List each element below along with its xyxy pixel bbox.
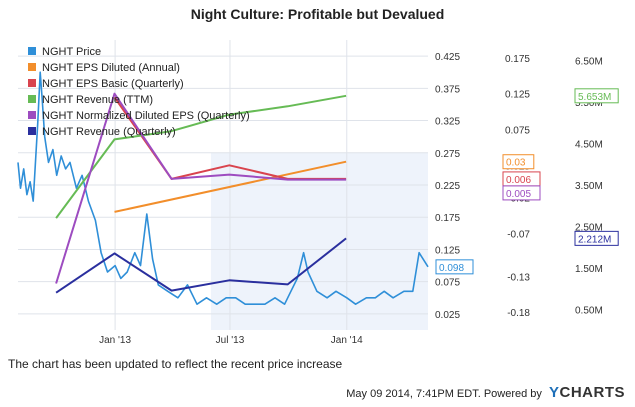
x-tick-label: Jul '13 (216, 335, 245, 346)
price-axis-tick-label: 0.075 (435, 278, 460, 289)
price-axis-tick-label: 0.275 (435, 149, 460, 160)
end-label-5: 0.005 (506, 189, 531, 200)
legend-swatch-6 (28, 127, 36, 135)
revenue-axis-tick-label: 5.50M (575, 98, 603, 109)
legend-swatch-2 (28, 63, 36, 71)
revenue-axis-tick-label: 3.50M (575, 181, 603, 192)
legend-swatch-4 (28, 95, 36, 103)
end-label-box-2 (502, 154, 535, 170)
end-label-3: 0.006 (506, 175, 531, 186)
revenue-axis-tick-label: 0.50M (575, 305, 603, 316)
legend-swatch-5 (28, 111, 36, 119)
price-axis-tick-label: 0.025 (435, 310, 460, 321)
revenue-axis-tick-label: 2.50M (575, 222, 603, 233)
price-axis-tick-label: 0.175 (435, 213, 460, 224)
price-axis-tick-label: 0.375 (435, 84, 460, 95)
series-line-5 (55, 92, 347, 284)
legend-swatch-1 (28, 47, 36, 55)
end-label-box-5 (502, 185, 541, 201)
legend-swatch-3 (28, 79, 36, 87)
price-axis-tick-label: 0.125 (435, 245, 460, 256)
end-label-1: 0.098 (439, 263, 464, 274)
ycharts-logo[interactable]: YCHARTS (549, 384, 625, 401)
end-label-box-1 (435, 259, 474, 275)
eps-axis-tick-label: 0.125 (505, 90, 530, 101)
footer-timestamp: May 09 2014, 7:41PM EDT. (346, 388, 481, 400)
legend-label-2: NGHT EPS Diluted (Annual) (42, 62, 180, 74)
series-line-6 (55, 237, 347, 294)
end-label-box-4 (574, 88, 619, 104)
eps-axis-tick-label: -0.13 (507, 272, 530, 283)
revenue-axis-tick-label: 6.50M (575, 57, 603, 68)
eps-axis-tick-label: 0.175 (505, 54, 530, 65)
legend-label-4: NGHT Revenue (TTM) (42, 94, 153, 106)
chart-note: The chart has been updated to reflect th… (8, 357, 343, 371)
price-axis-tick-label: 0.325 (435, 117, 460, 128)
legend-label-5: NGHT Normalized Diluted EPS (Quarterly) (42, 110, 250, 122)
footer: May 09 2014, 7:41PM EDT. Powered by YCHA… (346, 384, 625, 401)
end-label-6: 2.212M (578, 234, 611, 245)
revenue-axis-tick-label: 1.50M (575, 264, 603, 275)
eps-axis-tick-label: 0.075 (505, 126, 530, 137)
eps-axis-tick-label: -0.18 (507, 308, 530, 319)
price-axis-tick-label: 0.425 (435, 52, 460, 63)
legend-label-1: NGHT Price (42, 46, 101, 58)
footer-powered-by: Powered by (483, 388, 542, 400)
series-line-2 (114, 160, 347, 213)
legend-label-6: NGHT Revenue (Quarterly) (42, 126, 176, 138)
end-label-4: 5.653M (578, 92, 611, 103)
ycharts-logo-y: Y (548, 384, 560, 401)
eps-axis-tick-label: -0.07 (507, 229, 530, 240)
legend-label-3: NGHT EPS Basic (Quarterly) (42, 78, 184, 90)
x-tick-label: Jan '14 (331, 335, 363, 346)
series-line-4 (55, 94, 347, 219)
price-axis-tick-label: 0.225 (435, 181, 460, 192)
chart-title: Night Culture: Profitable but Devalued (190, 6, 445, 22)
x-tick-label: Jan '13 (99, 335, 131, 346)
end-label-2: 0.03 (506, 158, 526, 169)
revenue-axis-tick-label: 4.50M (575, 140, 603, 151)
ycharts-logo-text: CHARTS (559, 384, 625, 401)
end-label-box-6 (574, 230, 619, 246)
series-line-1 (17, 71, 429, 306)
